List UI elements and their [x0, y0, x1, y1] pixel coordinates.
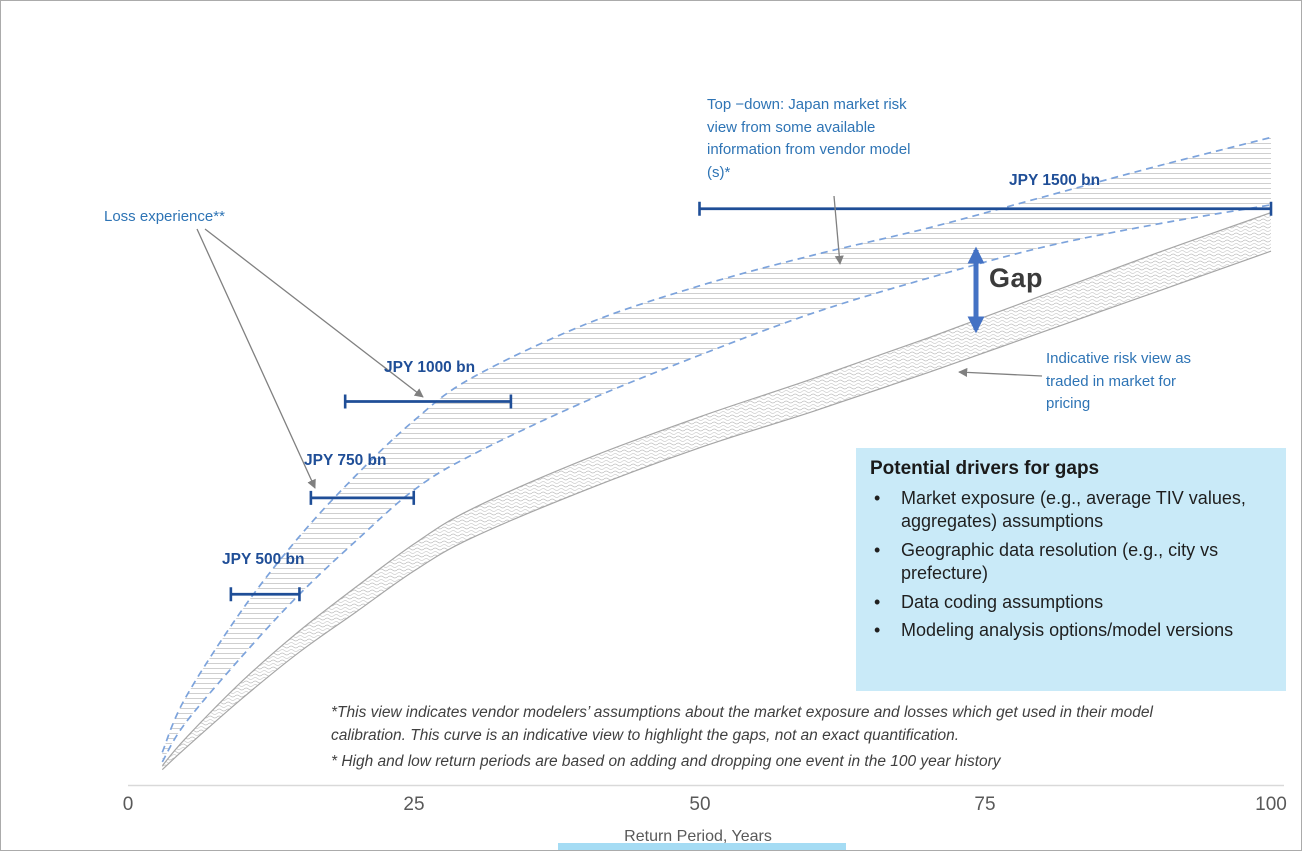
top-down-view-label: Top −down: Japan market risk view from s… [707, 96, 911, 181]
x-tick-100: 100 [1255, 794, 1287, 815]
bullet-icon: • [874, 488, 881, 508]
footnote-vendor-assumptions: *This view indicates vendor modelers’ as… [331, 704, 1153, 745]
bullet-icon: • [874, 539, 881, 560]
vendor-view-lower-dashed-curve [161, 204, 1272, 763]
x-tick-75: 75 [974, 794, 996, 815]
drivers-item: • Modeling analysis options/model versio… [870, 619, 1270, 642]
loss-marker-label-1000: JPY 1000 bn [384, 359, 476, 376]
x-tick-50: 50 [689, 794, 711, 815]
loss-marker-label-500: JPY 500 bn [222, 551, 305, 568]
potential-drivers-box: Potential drivers for gaps • Market expo… [856, 448, 1286, 691]
drivers-item-text: Market exposure (e.g., average TIV value… [901, 488, 1246, 532]
drivers-item-text: Modeling analysis options/model versions [901, 619, 1234, 640]
loss-experience-label: Loss experience** [104, 208, 225, 225]
x-tick-25: 25 [403, 794, 425, 815]
market-pricing-upper-curve [161, 212, 1272, 767]
market-pricing-band [162, 212, 1271, 770]
drivers-item: • Data coding assumptions [870, 591, 1270, 614]
arrow-indicative-to-curve [958, 367, 1043, 377]
loss-marker-label-1500: JPY 1500 bn [1009, 172, 1101, 189]
loss-marker-label-750: JPY 750 bn [304, 452, 387, 469]
indicative-view-label: Indicative risk view as traded in market… [1046, 350, 1192, 412]
drivers-item: • Market exposure (e.g., average TIV val… [870, 487, 1270, 534]
gap-label: Gap [989, 263, 1044, 293]
drivers-box-title: Potential drivers for gaps [870, 458, 1100, 479]
market-pricing-lower-curve [161, 250, 1272, 771]
arrow-loss-exp-to-1000 [204, 228, 424, 398]
bullet-icon: • [874, 619, 881, 640]
footnote-return-periods: * High and low return periods are based … [331, 753, 1001, 770]
bullet-icon: • [874, 591, 881, 612]
vendor-view-upper-dashed-curve [161, 136, 1272, 753]
drivers-item-text: Geographic data resolution (e.g., city v… [901, 539, 1219, 584]
vendor-view-band [162, 137, 1271, 762]
arrow-topdown-to-curve [833, 195, 844, 265]
x-tick-0: 0 [122, 794, 134, 815]
footer-accent-strip [558, 843, 846, 850]
arrow-loss-exp-to-750 [196, 228, 316, 489]
drivers-item: • Geographic data resolution (e.g., city… [870, 539, 1270, 586]
drivers-item-text: Data coding assumptions [901, 591, 1104, 612]
x-axis-title: Return Period, Years [624, 828, 772, 845]
